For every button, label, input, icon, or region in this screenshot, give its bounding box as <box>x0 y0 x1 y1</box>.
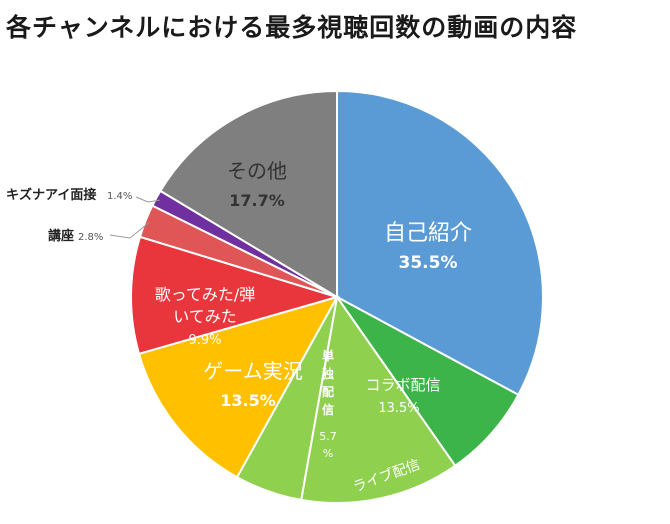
value-lecture: 2.8% <box>78 232 103 243</box>
pie-slice-cover <box>130 235 341 356</box>
value-interview: 1.4% <box>107 191 132 202</box>
leader-line-interview <box>135 196 160 203</box>
value-solo-stream: 5.7 <box>319 430 337 443</box>
pie-slice-other <box>159 89 338 299</box>
label-game-play: ゲーム実況 <box>203 359 302 383</box>
label-other: その他 <box>227 159 287 183</box>
label-solo-stream-char: 配 <box>322 384 334 399</box>
label-interview: キズナアイ面接 <box>6 187 96 203</box>
leader-line-lecture <box>109 222 150 239</box>
pie-slice-live-stream <box>336 296 520 468</box>
label-solo-stream-char: 独 <box>321 366 334 381</box>
label-cover-line2: いてみた <box>173 307 237 326</box>
label-collab-stream: コラボ配信 <box>365 376 440 394</box>
label-solo-stream-char: 単 <box>322 348 334 363</box>
value-solo-stream-unit: % <box>323 447 333 460</box>
pie-slice-self-intro <box>336 89 544 397</box>
chart-title: 各チャンネルにおける最多視聴回数の動画の内容 <box>6 13 578 42</box>
label-lecture: 講座 <box>48 228 74 244</box>
label-solo-stream-char: 信 <box>322 402 334 417</box>
value-collab-stream: 13.5% <box>378 401 419 416</box>
label-self-intro: 自己紹介 <box>384 221 472 246</box>
pie-slice-game-play <box>137 295 340 479</box>
pie-slice-collab-stream <box>300 294 457 505</box>
value-cover: 9.9% <box>188 333 221 348</box>
label-cover-line1: 歌ってみた/弾 <box>155 285 256 304</box>
value-self-intro: 35.5% <box>399 253 458 273</box>
value-game-play: 13.5% <box>220 391 276 410</box>
value-other: 17.7% <box>229 191 285 210</box>
